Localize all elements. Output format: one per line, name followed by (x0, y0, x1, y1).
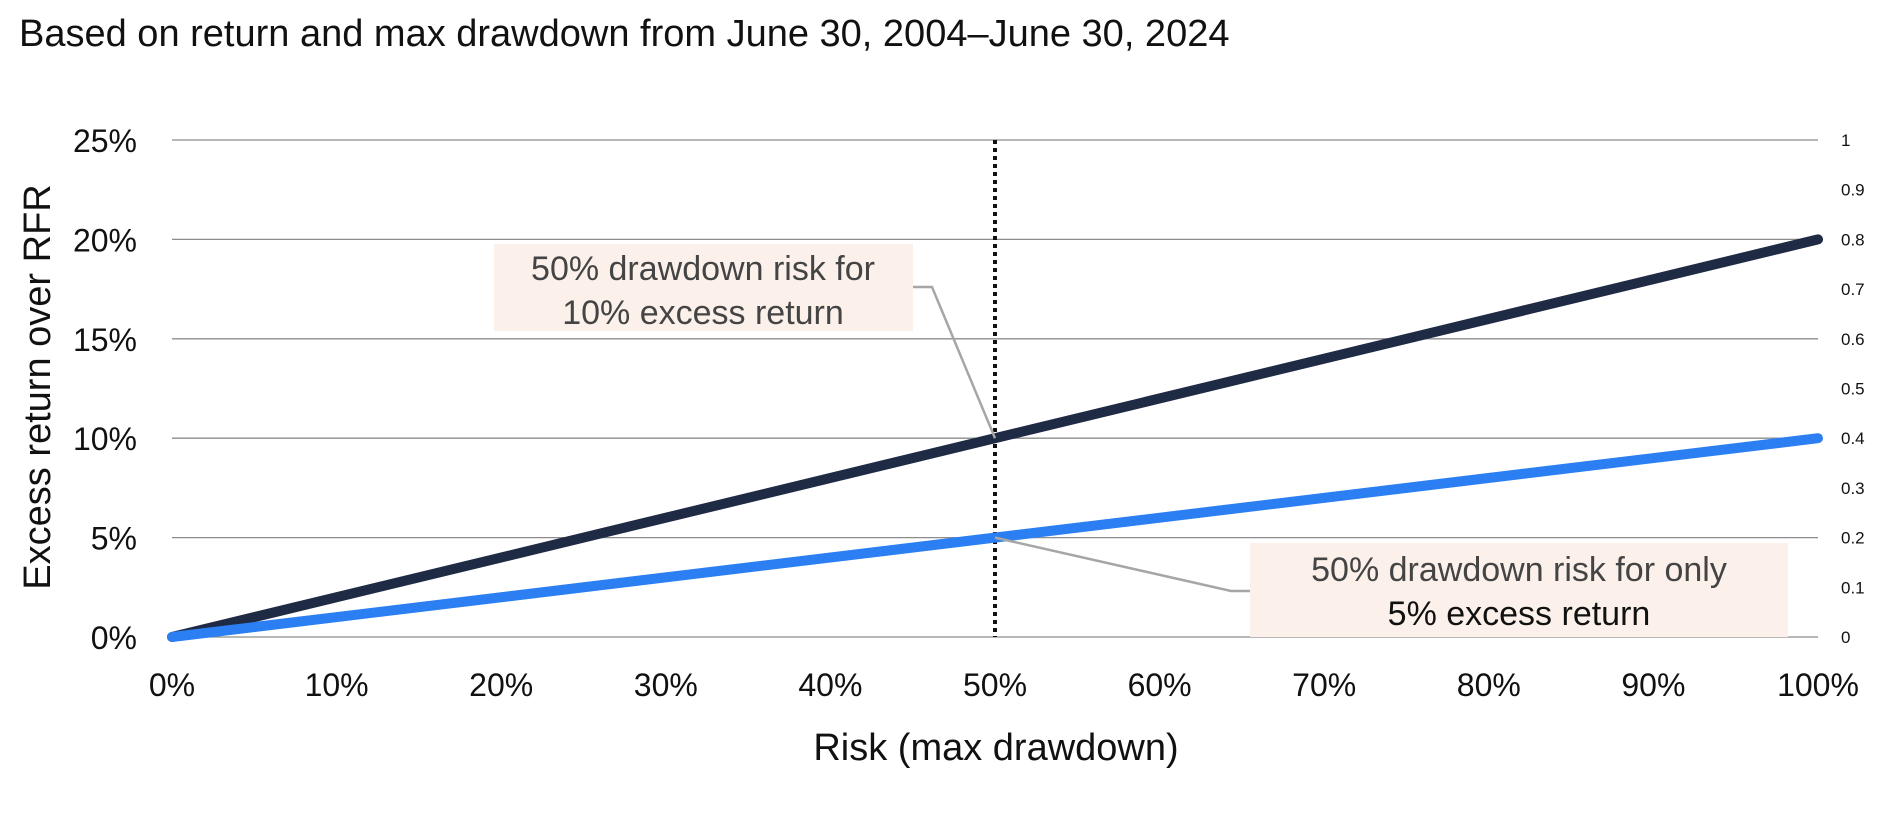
y2-tick-label: 0.1 (1841, 578, 1865, 597)
y2-tick-label: 0.8 (1841, 230, 1865, 249)
x-tick-label: 40% (798, 667, 862, 703)
y-tick-label: 10% (73, 421, 137, 457)
annotation-box (494, 244, 913, 331)
x-tick-label: 90% (1621, 667, 1685, 703)
x-axis-ticks: 0% 10% 20% 30% 40% 50% 60% 70% 80% 90% 100% (149, 667, 1859, 703)
y-tick-label: 25% (73, 123, 137, 159)
y2-axis-ticks: 0 0.1 0.2 0.3 0.4 0.5 0.6 0.7 0.8 0.9 1 (1841, 131, 1865, 647)
x-tick-label: 30% (634, 667, 698, 703)
x-tick-label: 10% (305, 667, 369, 703)
chart-subtitle: Based on return and max drawdown from Ju… (19, 13, 1229, 55)
x-axis-label: Risk (max drawdown) (813, 727, 1178, 769)
y-axis-label: Excess return over RFR (17, 184, 59, 589)
annotation-leader (994, 536, 1250, 593)
y2-tick-label: 0.4 (1841, 429, 1865, 448)
annotation-box (1250, 543, 1788, 637)
annotation-leader (913, 285, 997, 439)
y2-tick-label: 0 (1841, 628, 1850, 647)
y-tick-label: 0% (91, 620, 137, 656)
y-tick-label: 5% (91, 521, 137, 557)
y2-tick-label: 1 (1841, 131, 1850, 150)
y2-tick-label: 0.2 (1841, 529, 1865, 548)
annotation-text: 5% excess return (1388, 595, 1651, 633)
annotation-text: 50% drawdown risk for (531, 250, 875, 288)
annotations: 50% drawdown risk for 10% excess return 50… (494, 244, 1788, 637)
annotation-text: 10% excess return (562, 294, 844, 332)
x-tick-label: 70% (1292, 667, 1356, 703)
x-tick-label: 80% (1457, 667, 1521, 703)
y2-tick-label: 0.9 (1841, 181, 1865, 200)
x-tick-label: 50% (963, 667, 1027, 703)
y-tick-label: 15% (73, 322, 137, 358)
x-tick-label: 100% (1777, 667, 1859, 703)
y2-tick-label: 0.5 (1841, 380, 1865, 399)
y2-tick-label: 0.7 (1841, 280, 1865, 299)
x-tick-label: 60% (1128, 667, 1192, 703)
x-tick-label: 0% (149, 667, 195, 703)
annotation-text: 50% drawdown risk for only (1311, 551, 1727, 589)
y-tick-label: 20% (73, 222, 137, 258)
x-tick-label: 20% (469, 667, 533, 703)
y2-tick-label: 0.6 (1841, 330, 1865, 349)
y-axis-ticks: 0% 5% 10% 15% 20% 25% (73, 123, 137, 656)
y2-tick-label: 0.3 (1841, 479, 1865, 498)
